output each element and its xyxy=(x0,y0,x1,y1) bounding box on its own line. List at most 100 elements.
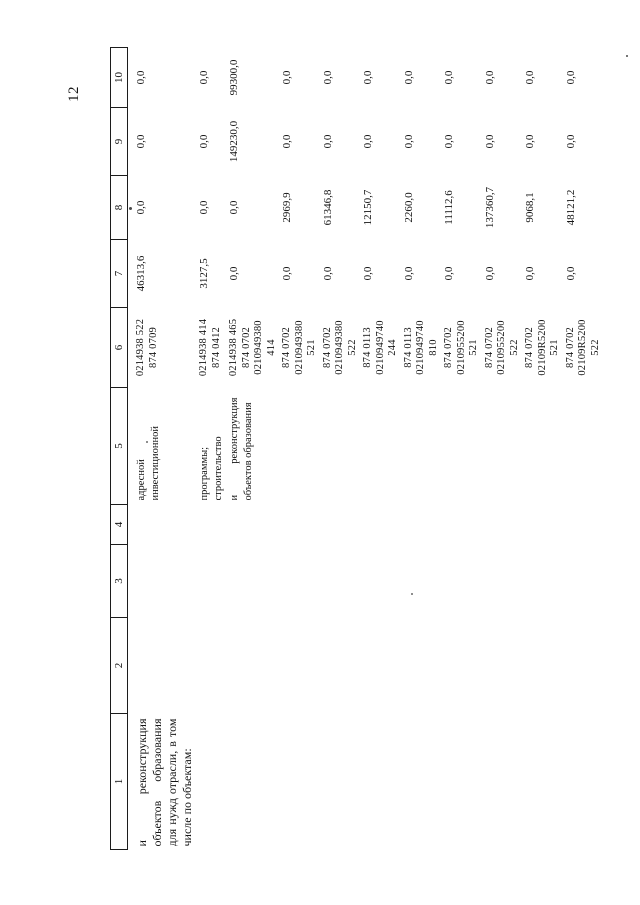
code-line: 810 xyxy=(427,339,439,356)
code-cell: 874 0702 0210955200 522 xyxy=(484,308,525,388)
code-cell: 874 0702 0210955200 521 xyxy=(443,308,484,388)
column-header-7: 7 xyxy=(110,239,128,308)
program-text-cell xyxy=(443,388,484,505)
amount-cell: 0,0 xyxy=(135,200,147,215)
code-line: 0214938 522 xyxy=(135,318,146,377)
empty-cell xyxy=(403,618,444,714)
amount-cell: 0,0 xyxy=(281,70,293,85)
amount-cell: 0,0 xyxy=(564,134,577,149)
empty-cell xyxy=(281,505,322,545)
code-cell: 874 0702 02109R5200 522 xyxy=(565,308,606,388)
empty-cell xyxy=(524,618,565,714)
code-line: 02109R5200 xyxy=(536,319,548,376)
code-line: 874 0702 xyxy=(443,327,454,368)
budget-table: 1 2 3 4 5 6 7 8 9 10 и реконструкция объектов обра… xyxy=(110,47,605,850)
empty-cell xyxy=(565,618,606,714)
page-number: 12 xyxy=(66,86,82,102)
column-header-4: 4 xyxy=(110,504,128,545)
code-line: 874 0702 xyxy=(524,327,535,368)
code-cell: 0214938 414 874 0412 xyxy=(198,308,228,388)
code-line: 522 xyxy=(589,339,601,356)
label-line: объектов образования xyxy=(150,718,164,847)
scan-speck xyxy=(129,207,132,210)
empty-cell xyxy=(362,545,403,618)
amount-cell: 0,0 xyxy=(564,70,577,85)
code-cell: 874 0113 0210949740 810 xyxy=(403,308,444,388)
amount-cell: 0,0 xyxy=(198,70,210,85)
amount-cell: 0,0 xyxy=(135,70,147,85)
label-line: числе по объектам: xyxy=(180,748,194,847)
code-line: 0210955200 xyxy=(496,320,507,375)
table-row: 874 0702 02109R5200 522 0,0 48121,2 0,0 0,0 xyxy=(565,48,606,850)
code-line: 522 xyxy=(508,339,520,356)
empty-cell xyxy=(362,618,403,714)
column-header-10: 10 xyxy=(110,47,128,108)
code-line: 521 xyxy=(306,339,317,356)
empty-cell xyxy=(565,505,606,545)
row-label-cell xyxy=(403,714,444,850)
column-header-8: 8 xyxy=(110,175,128,240)
amount-cell: 0,0 xyxy=(443,134,455,149)
empty-cell xyxy=(403,505,444,545)
row-label-cell xyxy=(443,714,484,850)
amount-cell: 0,0 xyxy=(483,134,496,149)
amount-cell: 0,0 xyxy=(198,200,210,215)
amount-cell: 137360,7 xyxy=(483,186,496,229)
empty-cell xyxy=(362,505,403,545)
program-text-cell xyxy=(362,388,403,505)
row-label-cell xyxy=(362,714,403,850)
row-label-cell xyxy=(524,714,565,850)
amount-cell: 0,0 xyxy=(524,134,536,149)
empty-cell xyxy=(228,545,281,618)
table-row: 874 0702 0210955200 522 0,0 137360,7 0,0 0,0 xyxy=(484,48,525,850)
row-label-cell xyxy=(322,714,363,850)
code-line: 874 0412 xyxy=(210,327,222,368)
label-line: и реконструкция xyxy=(135,718,149,847)
table-row: 874 0702 0210949380 521 0,0 2969,9 0,0 0,0 xyxy=(281,48,322,850)
program-text-cell xyxy=(565,388,606,505)
empty-cell xyxy=(198,618,228,714)
row-label-cell xyxy=(198,714,228,850)
amount-cell: 48121,2 xyxy=(564,189,577,226)
amount-cell: 0,0 xyxy=(362,266,374,281)
row-label-cell xyxy=(484,714,525,850)
row-label-cell xyxy=(281,714,322,850)
amount-cell: 0,0 xyxy=(402,134,415,149)
program-line: объектов образования xyxy=(242,402,254,501)
table-row: 874 0702 0210955200 521 0,0 11112,6 0,0 0,0 xyxy=(443,48,484,850)
amount-cell: 0,0 xyxy=(362,70,374,85)
code-line: 0210949740 xyxy=(374,320,386,375)
empty-cell xyxy=(443,618,484,714)
amount-cell: 0,0 xyxy=(564,266,577,281)
code-line: 874 0702 xyxy=(483,327,495,368)
scan-speck xyxy=(146,441,148,443)
table-row: и реконструкция объектов образования 02149… xyxy=(228,48,281,850)
empty-cell xyxy=(443,505,484,545)
program-line: инвестиционной xyxy=(149,425,161,501)
code-line: 874 0702 xyxy=(321,327,333,368)
code-line: 0210955200 xyxy=(455,320,467,375)
empty-cell xyxy=(565,545,606,618)
column-header-6: 6 xyxy=(110,307,128,388)
table-header-row: 1 2 3 4 5 6 7 8 9 10 xyxy=(110,47,128,850)
label-line: для нужд отрасли, в том xyxy=(165,718,179,847)
empty-cell xyxy=(228,618,281,714)
amount-cell: 0,0 xyxy=(228,200,240,215)
table-row: 874 0113 0210949740 810 0,0 2260,0 0,0 0,0 xyxy=(403,48,444,850)
amount-cell: 99300,0 xyxy=(228,59,240,96)
code-line: 874 0709 xyxy=(147,327,159,368)
empty-cell xyxy=(198,505,228,545)
program-text-cell: программы; строительство xyxy=(198,388,228,505)
column-header-1: 1 xyxy=(110,713,128,850)
amount-cell: 0,0 xyxy=(443,266,455,281)
amount-cell: 0,0 xyxy=(321,266,334,281)
table-row: и реконструкция объектов образования для н… xyxy=(128,48,199,850)
code-line: 414 xyxy=(265,339,277,356)
column-header-5: 5 xyxy=(110,387,128,505)
code-cell: 874 0113 0210949740 244 xyxy=(362,308,403,388)
code-line: 0214938 465 xyxy=(228,318,239,377)
amount-cell: 0,0 xyxy=(483,70,496,85)
amount-cell: 0,0 xyxy=(402,70,415,85)
column-header-9: 9 xyxy=(110,107,128,176)
